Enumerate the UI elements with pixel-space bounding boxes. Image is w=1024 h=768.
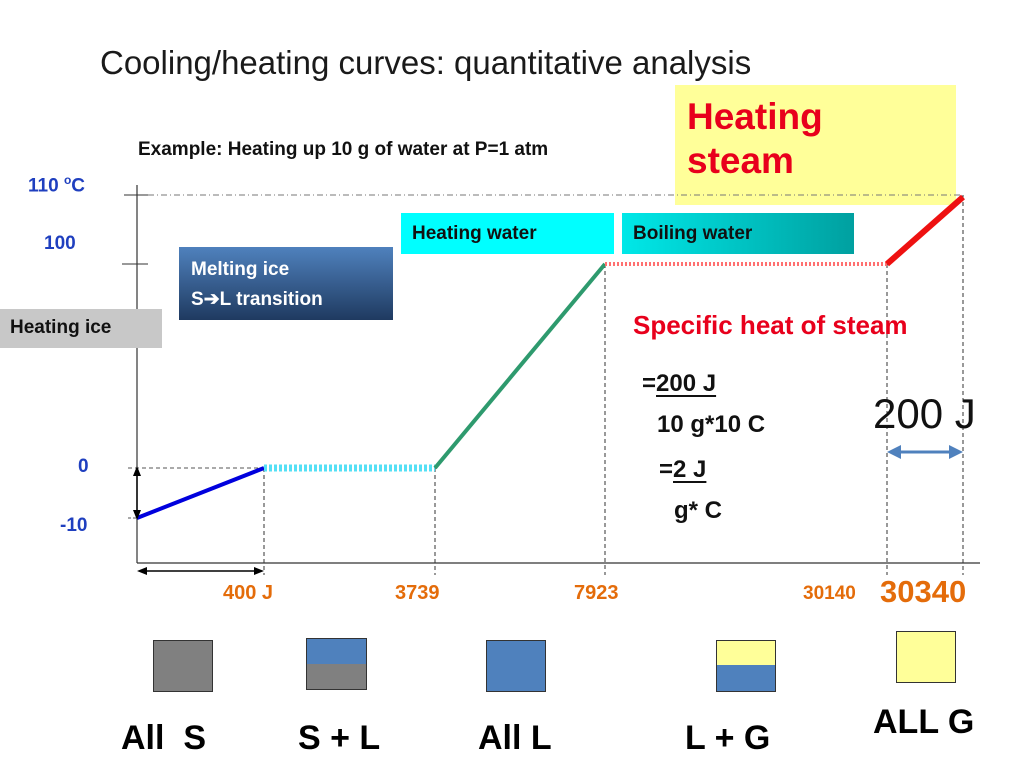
- phase-all-liquid-square: [486, 640, 546, 692]
- y-label-110-unit: C: [71, 175, 86, 197]
- melting-ice-transition: L transition: [219, 289, 323, 310]
- melting-ice-line1: Melting ice: [191, 259, 290, 280]
- x-label-30340: 30340: [880, 574, 967, 609]
- equation-2-denominator: g* C: [674, 497, 722, 524]
- arrow-right-icon: ➔: [203, 289, 220, 310]
- eq1-equals: =: [642, 370, 657, 397]
- phase-label-all-g: ALL G: [873, 703, 975, 741]
- energy-200-arrow-right: [949, 445, 963, 459]
- y-label-0: 0: [78, 456, 89, 477]
- x-label-30140: 30140: [803, 583, 856, 604]
- equation-1-denominator: 10 g*10 C: [657, 411, 766, 438]
- melting-ice-s: S: [191, 289, 204, 310]
- y-label-110-num: 110: [28, 175, 64, 197]
- x-label-400: 400 J: [223, 582, 274, 604]
- temp-delta-arrow-down: [133, 510, 141, 520]
- y-label-110: 110 oC: [28, 173, 85, 197]
- heating-steam-line1: Heating: [687, 96, 823, 137]
- segment-heating-water: [433, 262, 607, 470]
- boiling-water-box: Boiling water: [622, 213, 854, 254]
- phase-all-solid-square: [153, 640, 213, 692]
- energy-400-arrow-right: [254, 567, 264, 575]
- temp-delta-arrow-up: [133, 466, 141, 476]
- heating-ice-box: Heating ice: [0, 309, 162, 348]
- phase-label-all-l: All L: [478, 719, 552, 757]
- phase-label-s-plus-l: S + L: [298, 719, 381, 757]
- x-label-7923: 7923: [574, 582, 619, 604]
- example-subtitle: Example: Heating up 10 g of water at P=1…: [138, 139, 549, 160]
- y-label-minus10: -10: [60, 515, 88, 536]
- heating-water-box: Heating water: [401, 213, 614, 254]
- energy-400-arrow-left: [137, 567, 147, 575]
- y-label-110-sup: o: [63, 173, 72, 187]
- equation-1-numerator: =200 J: [642, 370, 716, 398]
- equation-2-numerator: =2 J: [659, 456, 706, 484]
- phase-label-l-plus-g: L + G: [685, 719, 771, 757]
- y-label-100: 100: [44, 233, 76, 254]
- phase-liquid-gas-square: [716, 640, 776, 692]
- phase-label-all-s: All S: [121, 719, 207, 757]
- heating-steam-box: Heating steam: [675, 85, 956, 205]
- eq2-equals: =: [659, 456, 674, 483]
- phase-solid-liquid-square: [306, 638, 367, 690]
- page-title: Cooling/heating curves: quantitative ana…: [100, 44, 752, 81]
- eq1-num: 200 J: [656, 370, 717, 397]
- energy-200-label: 200 J: [873, 390, 976, 437]
- x-label-3739: 3739: [395, 582, 440, 604]
- specific-heat-label: Specific heat of steam: [633, 310, 908, 340]
- segment-heating-ice: [136, 466, 265, 520]
- melting-ice-line2: S➔L transition: [191, 285, 393, 315]
- eq2-num: 2 J: [673, 456, 707, 483]
- segment-heating-steam: [885, 194, 965, 267]
- energy-200-arrow-left: [887, 445, 901, 459]
- phase-all-gas-square: [896, 631, 956, 683]
- melting-ice-box: Melting ice S➔L transition: [179, 247, 393, 320]
- heating-steam-line2: steam: [687, 140, 794, 181]
